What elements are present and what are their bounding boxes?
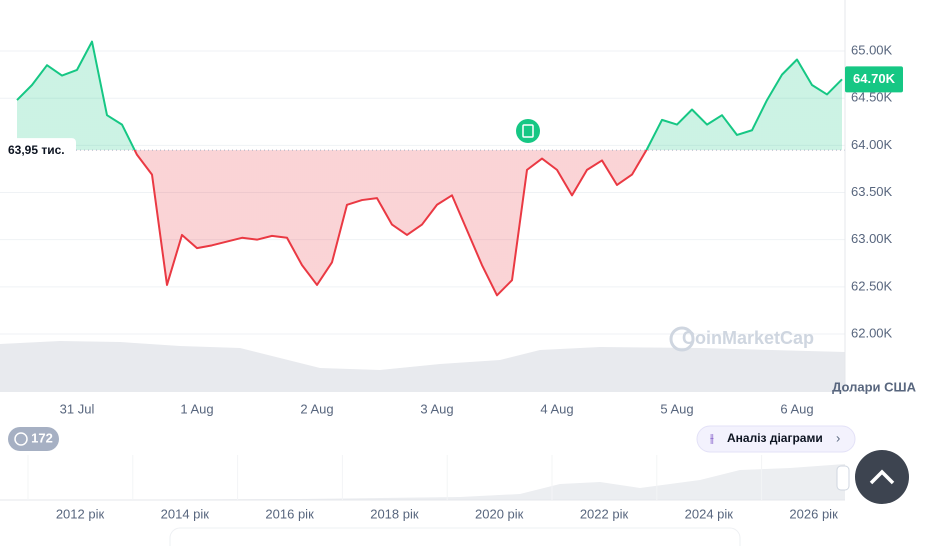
overview-label: 2018 рік [370,506,419,521]
scroll-top-icon [869,469,895,485]
volume-area [0,341,845,392]
y-tick-label: 62.00K [851,325,893,340]
x-tick-label: 4 Aug [540,401,573,416]
last-price-label: 64.70K [853,71,896,86]
x-tick-label: 6 Aug [780,401,813,416]
news-icon[interactable] [516,119,540,143]
watermark-logo [669,326,695,352]
button-chevron: › [836,430,840,445]
overview-label: 2016 рік [265,506,314,521]
x-tick-label: 2 Aug [300,401,333,416]
watermark: CoinMarketCap [682,328,814,348]
overview-handle[interactable] [836,465,850,491]
badge-icon [14,432,28,446]
area-fill [17,41,842,296]
x-tick-label: 3 Aug [420,401,453,416]
scroll-top-button[interactable] [855,450,909,504]
bottom-panel [169,527,741,546]
y-tick-label: 64.50K [851,90,893,105]
baseline-label-bg [0,138,76,161]
price-line [16,40,843,297]
overview-label: 2024 рік [685,506,734,521]
overview-label: 2026 рік [789,506,838,521]
overview-label: 2022 рік [580,506,629,521]
y-tick-label: 63.50K [851,184,893,199]
x-tick-label: 1 Aug [180,401,213,416]
unit-label: Долари США [832,379,917,394]
badge-text: 172 [31,430,53,445]
overview-label: 2020 рік [475,506,524,521]
x-tick-label: 5 Aug [660,401,693,416]
baseline-label: 63,95 тис. [8,143,65,157]
y-tick-label: 63.00K [851,231,893,246]
overview-label: 2012 рік [56,506,105,521]
y-tick-label: 62.50K [851,278,893,293]
button-label: Аналіз діаграми [727,431,823,445]
button-icon: ⫲ [710,431,714,445]
last-price-tag [845,66,903,93]
x-tick-label: 31 Jul [60,401,95,416]
overview-area [0,464,845,500]
overview-label: 2014 рік [161,506,210,521]
y-tick-label: 65.00K [851,42,893,57]
news-icon-glyph [522,124,534,138]
analysis-button[interactable] [696,425,856,453]
y-tick-label: 64.00K [851,137,893,152]
